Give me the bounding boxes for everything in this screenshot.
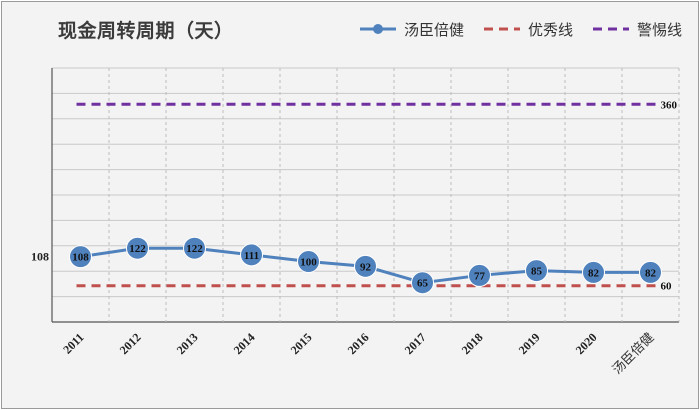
- legend-swatch-company: [359, 24, 396, 34]
- x-tick-label: 2014: [231, 330, 258, 357]
- data-label: 122: [129, 243, 146, 255]
- x-axis-ticks: 2011 2012 2013 2014 2015 2016 2017 2018 2019 2020…: [60, 330, 657, 377]
- data-label: 108: [72, 252, 89, 264]
- reference-lines: 60 360: [76, 99, 678, 293]
- data-labels: 108 122 122 111 100 92 65 77 85 82 82: [69, 236, 662, 295]
- x-tick-label: 2015: [288, 330, 315, 357]
- data-point: [639, 260, 662, 284]
- data-label: 85: [531, 266, 543, 278]
- data-point: [183, 236, 206, 260]
- data-point: [468, 263, 491, 287]
- data-label: 122: [186, 243, 203, 255]
- x-tick-label: 2020: [573, 330, 600, 357]
- data-point: [582, 260, 605, 284]
- legend-item-excellent-line: 优秀线: [482, 19, 573, 40]
- x-tick-label: 2012: [117, 330, 144, 357]
- x-tick-label: 2016: [345, 330, 372, 357]
- data-label: 111: [244, 250, 259, 262]
- x-tick-label: 汤臣倍健: [610, 330, 657, 377]
- excellent-line-end-label: 60: [661, 281, 673, 293]
- y-tick-label: 108: [31, 250, 49, 264]
- x-tick-label: 2013: [174, 330, 201, 357]
- data-point: [69, 245, 92, 269]
- data-point: [354, 254, 377, 278]
- data-point: [297, 250, 320, 274]
- legend-swatch-warning-line: [592, 27, 629, 31]
- data-label: 100: [300, 257, 317, 269]
- data-label: 82: [588, 267, 600, 279]
- data-label: 65: [417, 278, 429, 290]
- x-tick-label: 2011: [60, 330, 86, 356]
- legend-swatch-excellent-line: [483, 27, 520, 31]
- x-tick-label: 2019: [516, 330, 543, 357]
- chart-title: 现金周转周期（天）: [58, 20, 234, 42]
- data-point: [240, 243, 263, 267]
- legend-label-company: 汤臣倍健: [403, 20, 464, 39]
- data-point: [525, 259, 548, 283]
- legend-label-excellent-line: 优秀线: [527, 20, 573, 39]
- data-label: 77: [474, 270, 486, 282]
- legend-item-warning-line: 警惕线: [591, 19, 682, 40]
- data-label: 82: [645, 267, 657, 279]
- data-point: [411, 271, 434, 295]
- grid: 108: [31, 67, 680, 323]
- x-tick-label: 2017: [402, 330, 429, 357]
- data-label: 92: [360, 261, 372, 273]
- legend: 汤臣倍健 优秀线 警惕线: [358, 16, 682, 42]
- x-tick-label: 2018: [459, 330, 486, 357]
- data-point: [126, 236, 149, 260]
- legend-label-warning-line: 警惕线: [636, 20, 682, 39]
- warning-line-end-label: 360: [661, 99, 678, 111]
- legend-item-company: 汤臣倍健: [358, 19, 464, 40]
